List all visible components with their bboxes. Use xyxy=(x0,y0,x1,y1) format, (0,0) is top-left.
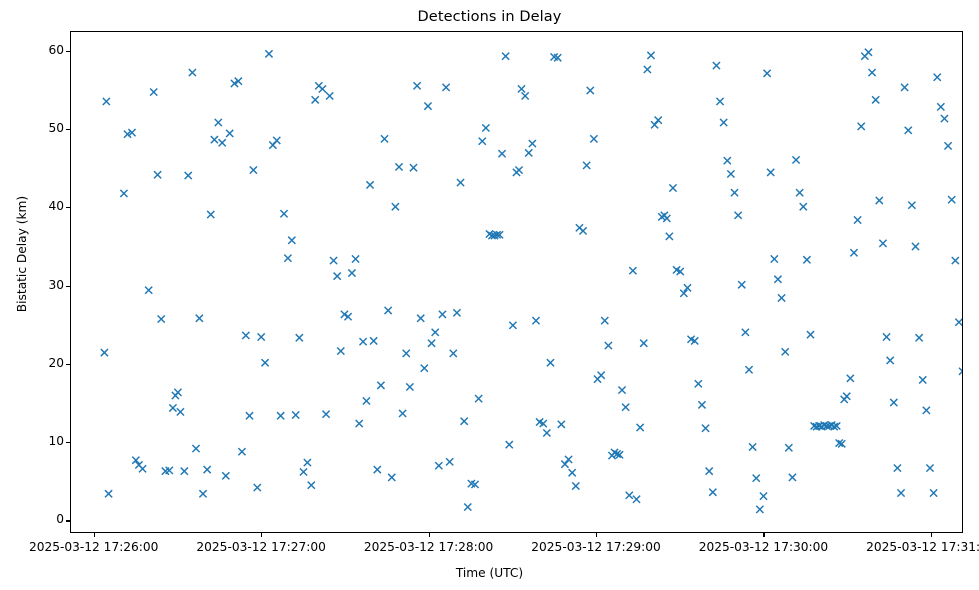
y-tick-label: 20 xyxy=(48,355,64,370)
x-axis-label: Time (UTC) xyxy=(455,566,524,580)
x-tick-label: 2025-03-12 17:30:00 xyxy=(698,540,829,554)
x-tick-mark xyxy=(93,533,95,537)
x-tick-mark xyxy=(763,533,765,537)
chart-title: Detections in Delay xyxy=(417,9,562,25)
y-tick-label: 0 xyxy=(56,512,64,527)
scatter-markers-layer xyxy=(100,48,962,514)
y-tick-label: 30 xyxy=(48,277,64,292)
plot-area xyxy=(70,31,963,533)
y-tick-mark xyxy=(66,363,70,365)
y-tick-mark xyxy=(66,520,70,522)
x-tick-label: 2025-03-12 17:26:00 xyxy=(28,540,159,554)
x-tick-label: 2025-03-12 17:29:00 xyxy=(531,540,661,554)
y-tick-mark xyxy=(66,128,70,130)
y-tick-mark xyxy=(66,207,70,209)
y-tick-label: 50 xyxy=(48,120,64,135)
y-tick-mark xyxy=(66,442,70,444)
x-tick-mark xyxy=(428,533,430,537)
x-tick-mark xyxy=(930,533,932,537)
x-tick-label: 2025-03-12 17:31:00 xyxy=(866,540,979,554)
y-tick-label: 10 xyxy=(48,434,64,449)
x-tick-mark xyxy=(261,533,263,537)
x-tick-label: 2025-03-12 17:28:00 xyxy=(363,540,494,554)
y-tick-mark xyxy=(66,285,70,287)
y-axis-label: Bistatic Delay (km) xyxy=(15,195,29,313)
y-tick-label: 60 xyxy=(48,42,64,57)
x-tick-mark xyxy=(596,533,598,537)
x-tick-label: 2025-03-12 17:27:00 xyxy=(196,540,326,554)
y-tick-label: 40 xyxy=(48,199,64,214)
y-tick-mark xyxy=(66,50,70,52)
